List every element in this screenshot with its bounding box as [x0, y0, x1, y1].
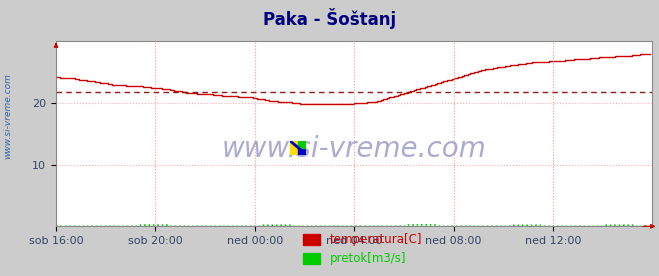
Legend: temperatura[C], pretok[m3/s]: temperatura[C], pretok[m3/s]	[298, 229, 427, 270]
Bar	[290, 141, 298, 155]
Text: www.si-vreme.com: www.si-vreme.com	[222, 135, 486, 163]
Bar	[298, 148, 306, 155]
Bar	[298, 141, 306, 148]
Text: www.si-vreme.com: www.si-vreme.com	[3, 73, 13, 159]
Text: Paka - Šoštanj: Paka - Šoštanj	[263, 8, 396, 29]
